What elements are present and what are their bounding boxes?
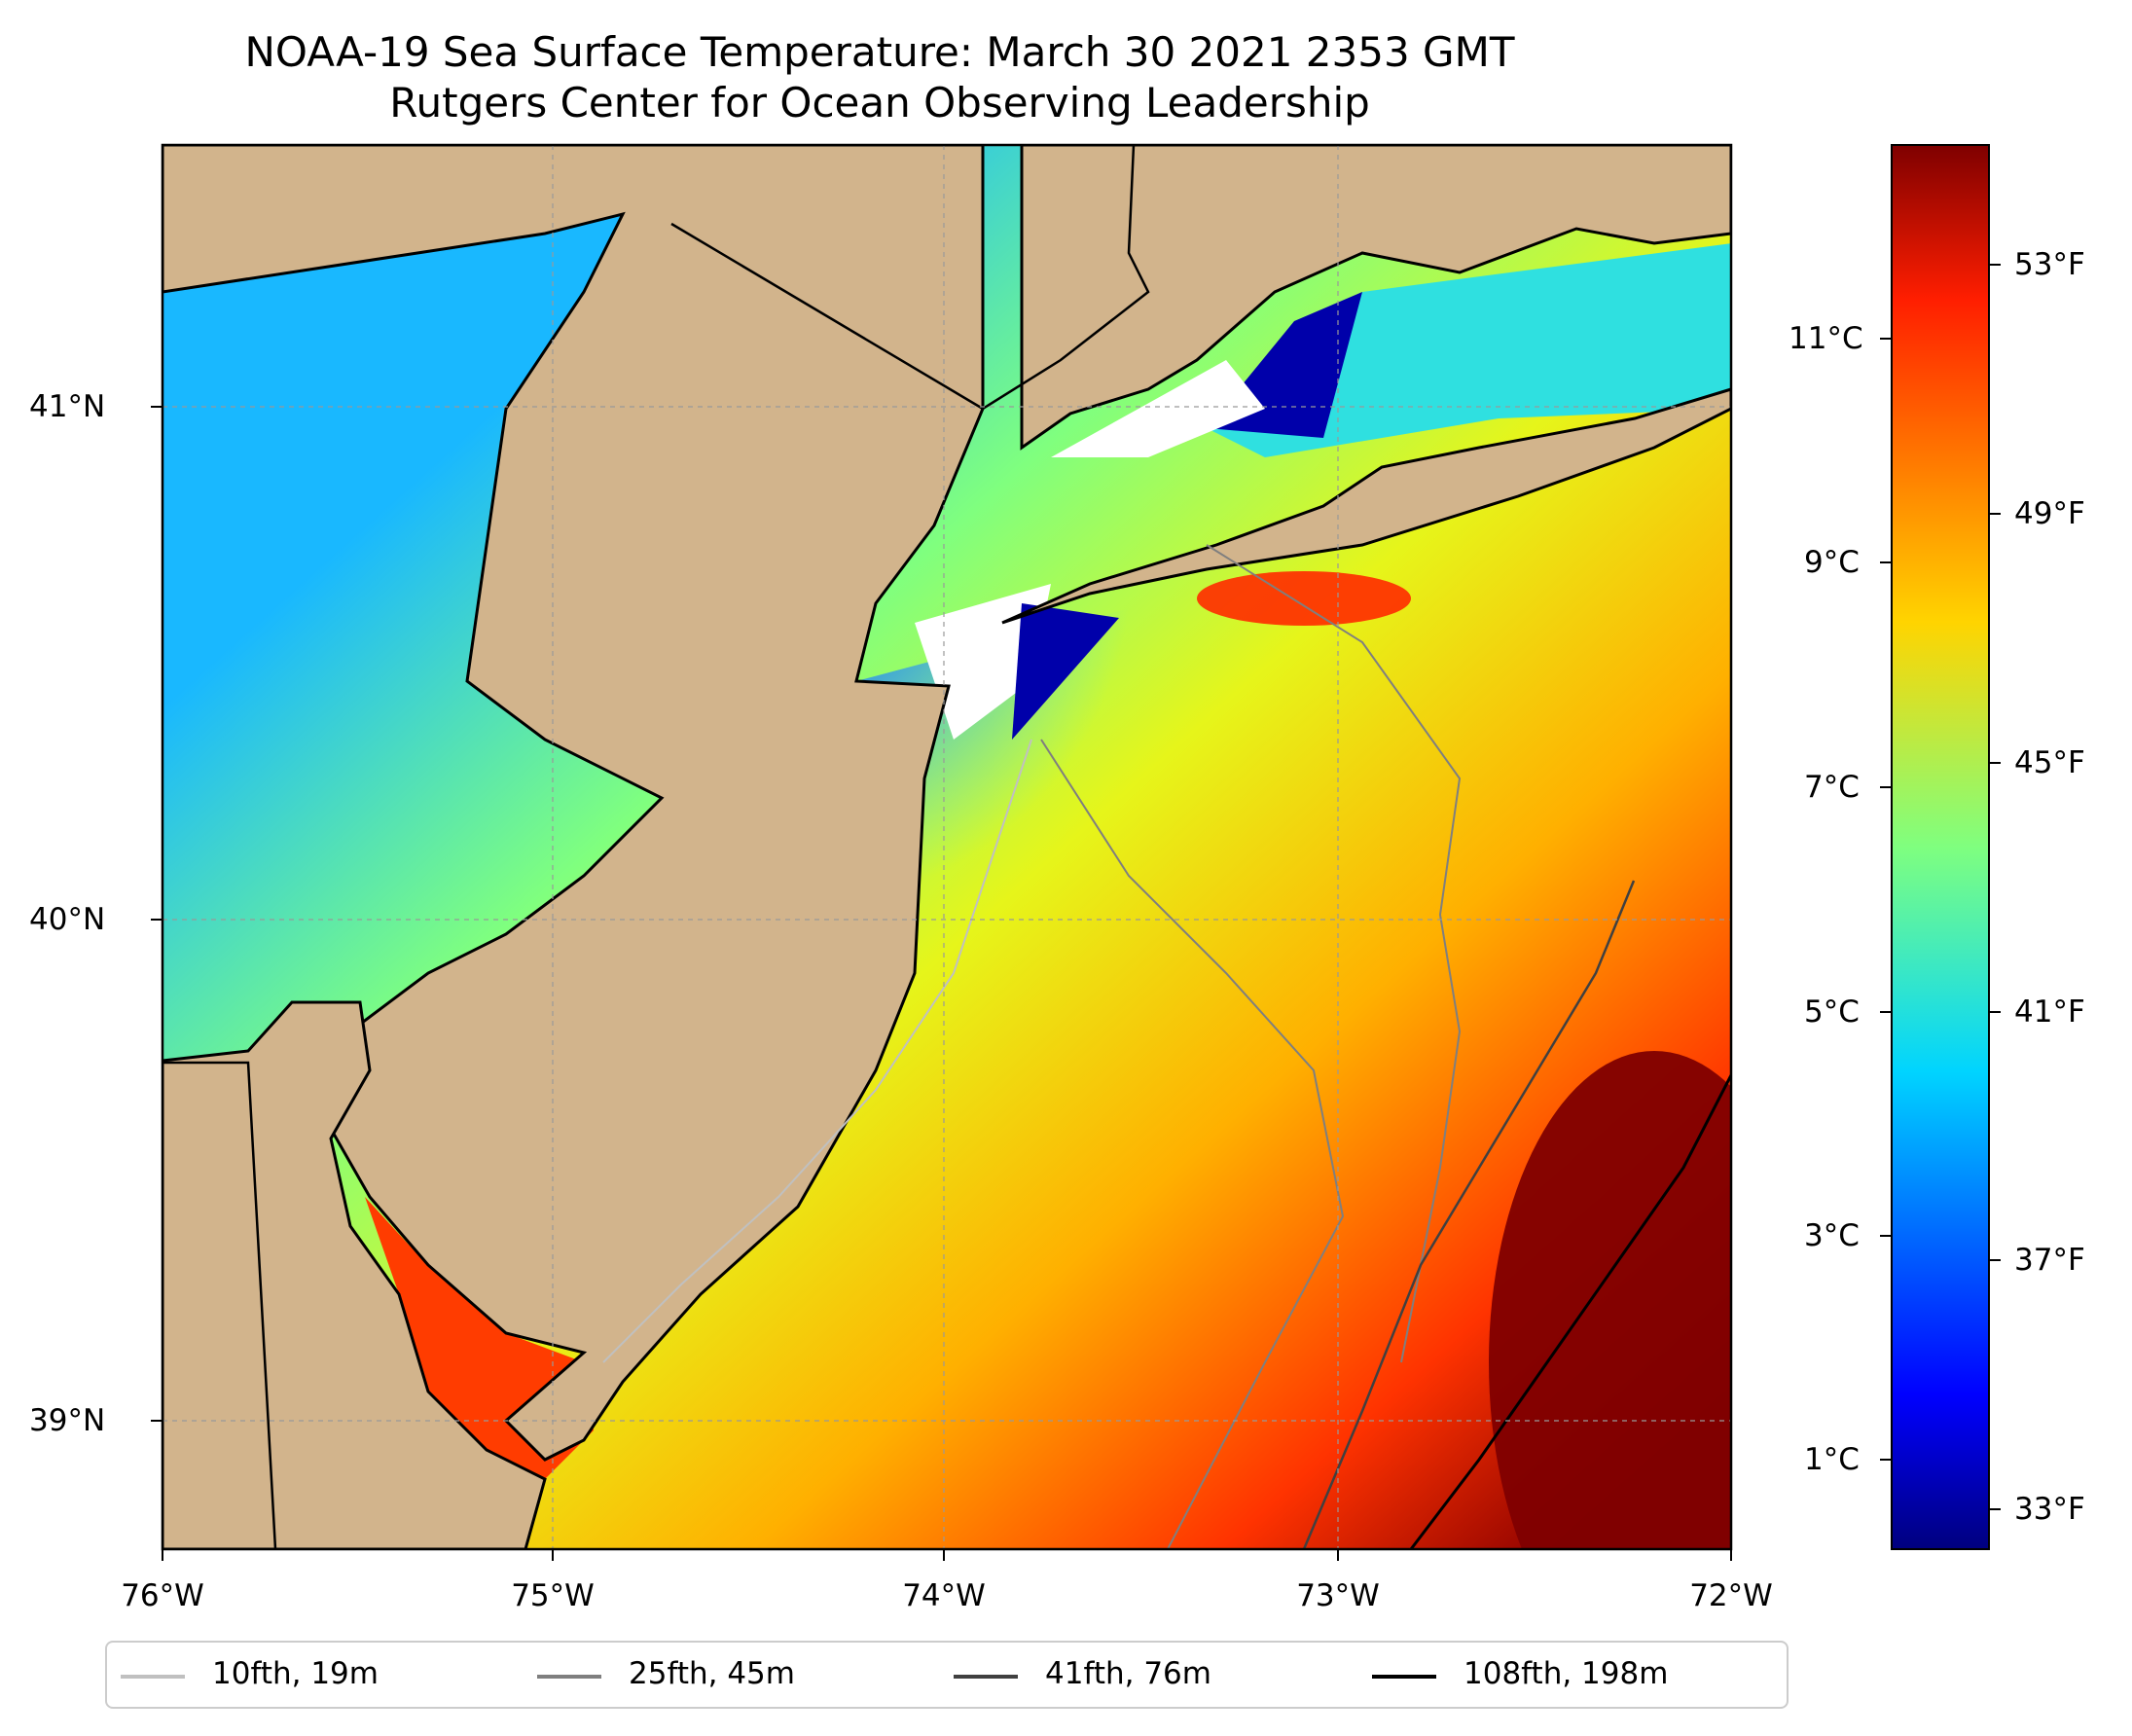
colorbar-fahrenheit-41: 41°F: [2014, 995, 2085, 1030]
map-subtitle: Rutgers Center for Ocean Observing Leade…: [389, 79, 1370, 127]
contour-10fth: [602, 739, 1032, 1363]
legend-swatch: [1372, 1675, 1436, 1679]
axis-ticks: [151, 406, 1732, 1561]
state-border: [163, 1061, 277, 1549]
lon-label-75w: 75°W: [511, 1578, 595, 1613]
map-title: NOAA-19 Sea Surface Temperature: March 3…: [244, 28, 1515, 76]
colorbar-fahrenheit-49: 49°F: [2014, 496, 2085, 531]
warm-nearshore-patch: [1197, 571, 1411, 626]
colorbar-celsius-1: 1°C: [1804, 1442, 1860, 1477]
colorbar-fahrenheit-33: 33°F: [2014, 1492, 2085, 1527]
long-island-sound-water: [1207, 243, 1731, 457]
contour-108fth: [1409, 1074, 1731, 1549]
colorbar-fahrenheit-37: 37°F: [2014, 1243, 2085, 1278]
legend-label: 10fth, 19m: [212, 1656, 379, 1691]
state-border: [670, 222, 984, 411]
contour-25fth: [1206, 544, 1462, 1363]
lon-label-74w: 74°W: [902, 1578, 986, 1613]
colorbar-celsius-5: 5°C: [1804, 995, 1860, 1030]
contour-25fth: [1040, 739, 1345, 1549]
depth-contour-legend: 10fth, 19m 25fth, 45m 41fth, 76m 108fth,…: [105, 1641, 1789, 1709]
colorbar-ticks: [1880, 264, 2001, 1510]
lat-label-41n: 41°N: [29, 389, 106, 424]
new-jersey-land: [163, 145, 985, 1462]
lon-label-72w: 72°W: [1689, 1578, 1773, 1613]
long-island-land: [1001, 387, 1731, 625]
colorbar-celsius-3: 3°C: [1804, 1218, 1860, 1253]
legend-swatch: [121, 1675, 185, 1679]
legend-swatch: [537, 1675, 601, 1679]
legend-swatch: [954, 1675, 1018, 1679]
colorbar: [1891, 144, 1990, 1550]
delmarva-land: [163, 1000, 547, 1549]
no-data-area: [1051, 360, 1265, 457]
legend-label: 41fth, 76m: [1045, 1656, 1211, 1691]
new-england-land: [1020, 145, 1731, 451]
colorbar-celsius-11: 11°C: [1789, 321, 1863, 356]
map-frame: [161, 143, 1733, 1551]
colorbar-celsius-7: 7°C: [1804, 770, 1860, 805]
no-data-area: [915, 584, 1051, 740]
contour-41fth: [1302, 880, 1636, 1549]
lat-label-40n: 40°N: [29, 902, 106, 937]
lat-label-39n: 39°N: [29, 1403, 106, 1438]
colorbar-celsius-9: 9°C: [1804, 545, 1860, 580]
legend-label: 108fth, 198m: [1463, 1656, 1669, 1691]
legend-label: 25fth, 45m: [629, 1656, 795, 1691]
state-border: [982, 145, 1150, 411]
warm-gulf-stream-water: [1489, 1051, 1731, 1549]
colorbar-fahrenheit-45: 45°F: [2014, 745, 2085, 780]
lon-label-73w: 73°W: [1296, 1578, 1380, 1613]
raritan-bay-cold-water: [1012, 603, 1119, 740]
graticule: [163, 145, 1731, 1549]
lon-label-76w: 76°W: [121, 1578, 204, 1613]
colorbar-fahrenheit-53: 53°F: [2014, 247, 2085, 282]
